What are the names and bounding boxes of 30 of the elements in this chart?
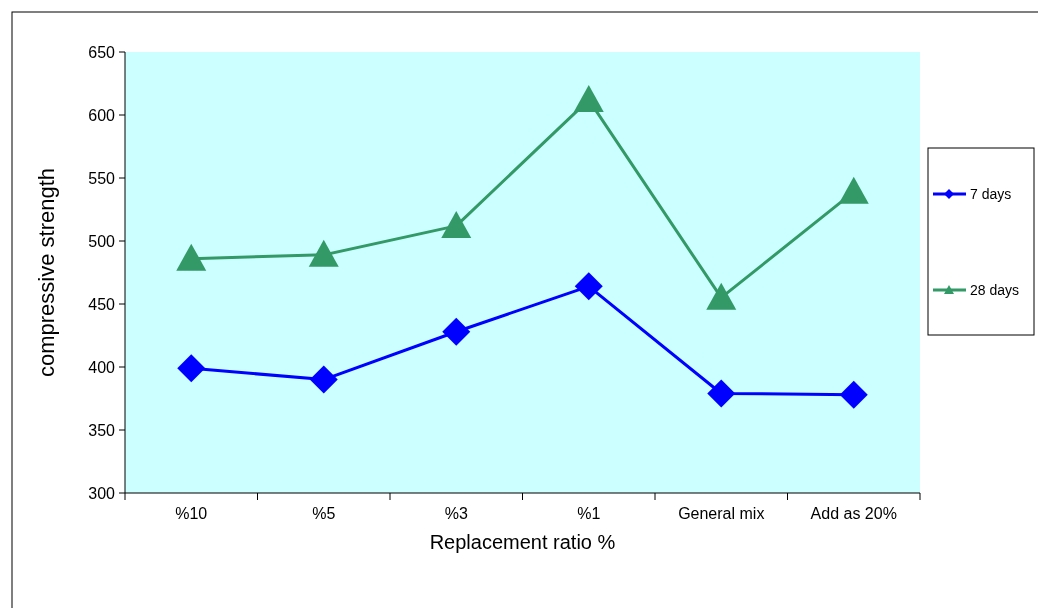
y-tick-label: 500 bbox=[88, 232, 116, 250]
y-tick-label: 650 bbox=[88, 43, 116, 61]
point bbox=[574, 272, 603, 301]
point bbox=[441, 210, 472, 238]
y-tick-label: 350 bbox=[88, 421, 116, 439]
x-tick-label: General mix bbox=[678, 505, 765, 522]
y-tick-label: 600 bbox=[88, 106, 116, 124]
x-tick-label: %5 bbox=[312, 505, 336, 522]
point bbox=[177, 354, 206, 383]
point bbox=[308, 239, 339, 267]
legend-label: 7 days bbox=[970, 185, 1012, 202]
point bbox=[442, 317, 471, 346]
y-tick-label: 300 bbox=[88, 484, 116, 502]
point bbox=[707, 379, 736, 408]
x-tick-label: %10 bbox=[175, 505, 208, 522]
y-axis-title: compressive strength bbox=[34, 167, 59, 378]
point bbox=[176, 243, 207, 271]
y-tick-label: 450 bbox=[88, 295, 116, 313]
point bbox=[839, 380, 868, 409]
x-tick-label: %1 bbox=[577, 505, 601, 522]
point bbox=[838, 176, 869, 204]
legend-label: 28 days bbox=[970, 281, 1020, 298]
x-axis-title: Replacement ratio % bbox=[429, 531, 616, 553]
x-tick-label: Add as 20% bbox=[810, 505, 897, 522]
y-tick-label: 550 bbox=[88, 169, 116, 187]
y-tick-label: 400 bbox=[88, 358, 116, 376]
point bbox=[573, 84, 604, 112]
point bbox=[706, 282, 737, 310]
x-tick-label: %3 bbox=[444, 505, 468, 522]
point bbox=[309, 365, 338, 394]
